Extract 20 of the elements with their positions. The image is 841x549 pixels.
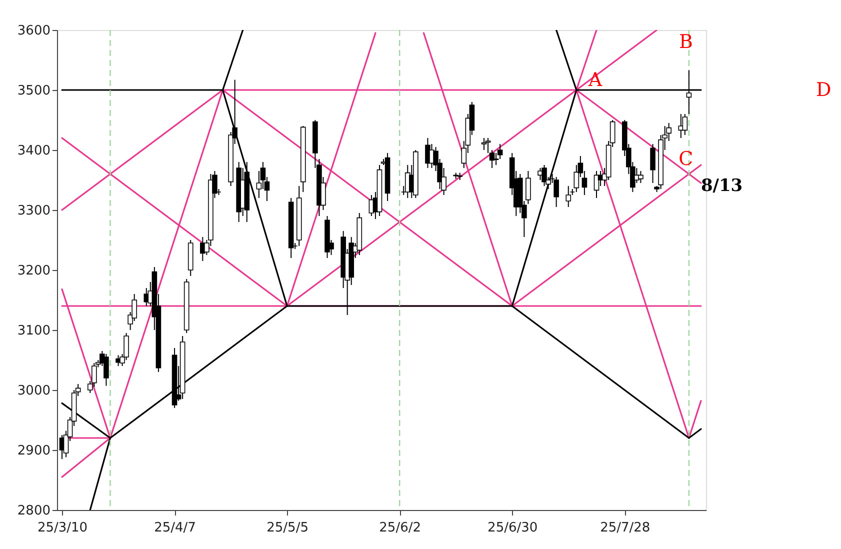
x-tick-label: 25/7/28 (600, 520, 650, 536)
y-tick-label: 3300 (17, 204, 50, 218)
x-tick-label: 25/6/2 (379, 520, 422, 536)
annotation: C (678, 148, 694, 170)
y-tick-label: 3400 (17, 144, 50, 158)
y-tick-label: 3000 (17, 384, 50, 398)
annotation: A (587, 69, 602, 91)
text: D (816, 79, 832, 101)
annotation: B (678, 31, 693, 53)
y-tick-label: 3100 (17, 324, 50, 338)
x-tick-label: 25/4/7 (154, 520, 196, 536)
annotation: 8/13 (700, 176, 743, 196)
y-tick-label: 3200 (17, 264, 50, 278)
x-tick-label: 25/6/30 (488, 520, 538, 536)
y-tick-label: 3500 (17, 84, 50, 98)
y-tick-label: 2900 (17, 444, 50, 458)
y-tick-label: 3600 (17, 24, 50, 38)
x-tick-label: 25/5/5 (266, 520, 308, 536)
y-tick-label: 2800 (17, 504, 50, 518)
x-tick-label: 25/3/10 (37, 520, 88, 536)
